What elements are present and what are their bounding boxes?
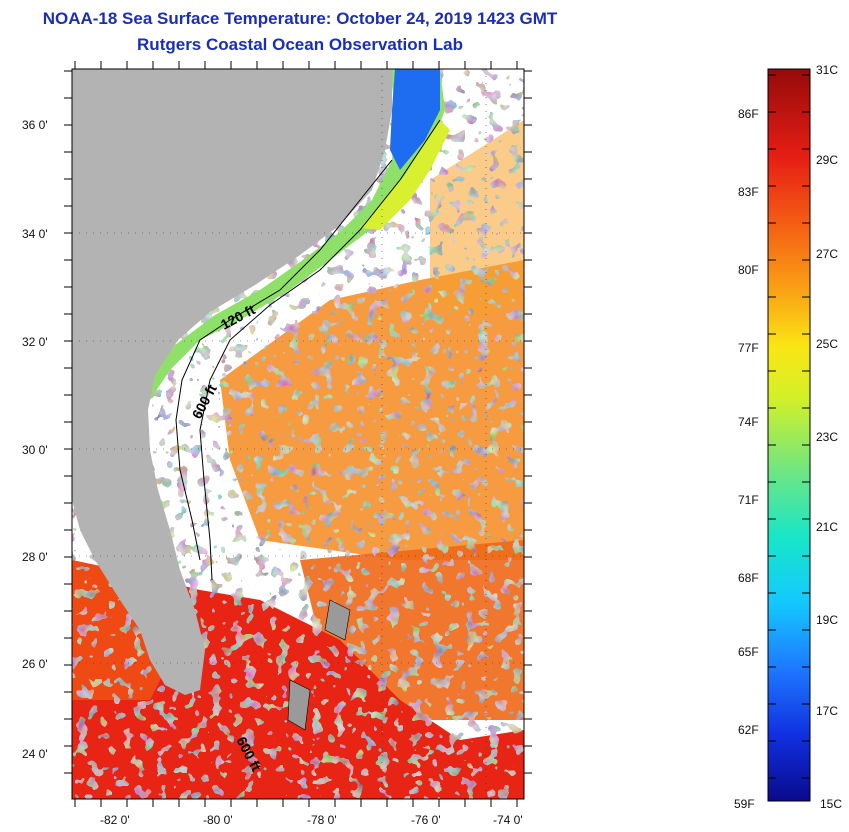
map-frame — [71, 68, 525, 800]
lat-label: 24 0' — [22, 747, 48, 761]
map-area: 120 ft 600 ft 600 ft — [72, 69, 524, 799]
fahrenheit-label: 83F — [738, 185, 759, 199]
celsius-label: 25C — [816, 337, 838, 351]
axis-ticks — [64, 61, 532, 807]
celsius-label: 27C — [816, 247, 838, 261]
lat-label: 32 0' — [22, 335, 48, 349]
lon-label: -74 0' — [493, 813, 523, 827]
land-mass — [72, 69, 392, 695]
lon-label: -78 0' — [307, 813, 337, 827]
lat-label: 36 0' — [22, 118, 48, 132]
lon-label: -76 0' — [411, 813, 441, 827]
celsius-label: 19C — [816, 613, 838, 627]
lat-label: 26 0' — [22, 657, 48, 671]
fahrenheit-label: 77F — [738, 341, 759, 355]
contour-600ft — [199, 119, 441, 581]
fahrenheit-labels: 86F 83F 80F 77F 74F 71F 68F 65F 62F 59F — [734, 107, 759, 811]
bahamas-island — [324, 599, 351, 641]
celsius-label: 23C — [816, 430, 838, 444]
fahrenheit-label: 68F — [738, 571, 759, 585]
fahrenheit-label: 86F — [738, 107, 759, 121]
coastal-cool-band — [150, 69, 445, 400]
lat-label: 28 0' — [22, 550, 48, 564]
celsius-label: 31C — [816, 63, 838, 77]
fahrenheit-label: 71F — [738, 493, 759, 507]
celsius-labels: 31C 29C 27C 25C 23C 21C 19C 17C 15C — [816, 63, 842, 811]
longitude-labels: -82 0' -80 0' -78 0' -76 0' -74 0' — [100, 813, 523, 827]
lat-label: 30 0' — [22, 443, 48, 457]
lat-label: 34 0' — [22, 227, 48, 241]
fahrenheit-label: 74F — [738, 415, 759, 429]
map-subtitle: Rutgers Coastal Ocean Observation Lab — [137, 35, 463, 54]
latitude-labels: 36 0' 34 0' 32 0' 30 0' 28 0' 26 0' 24 0… — [22, 118, 48, 761]
celsius-label: 29C — [816, 153, 838, 167]
coastal-cold-water — [390, 69, 440, 170]
colorbar-ticks — [768, 74, 810, 779]
celsius-label: 15C — [820, 797, 842, 811]
celsius-label: 21C — [816, 520, 838, 534]
lon-label: -80 0' — [203, 813, 233, 827]
fahrenheit-label: 65F — [738, 645, 759, 659]
fahrenheit-label: 80F — [738, 263, 759, 277]
map-title: NOAA-18 Sea Surface Temperature: October… — [42, 9, 558, 28]
lon-label: -82 0' — [100, 813, 130, 827]
bahamas-island-2 — [287, 679, 311, 731]
fahrenheit-label: 62F — [738, 723, 759, 737]
celsius-label: 17C — [816, 704, 838, 718]
fahrenheit-label: 59F — [734, 797, 755, 811]
contour-120ft — [175, 159, 393, 561]
temperature-colorbar — [767, 68, 811, 802]
